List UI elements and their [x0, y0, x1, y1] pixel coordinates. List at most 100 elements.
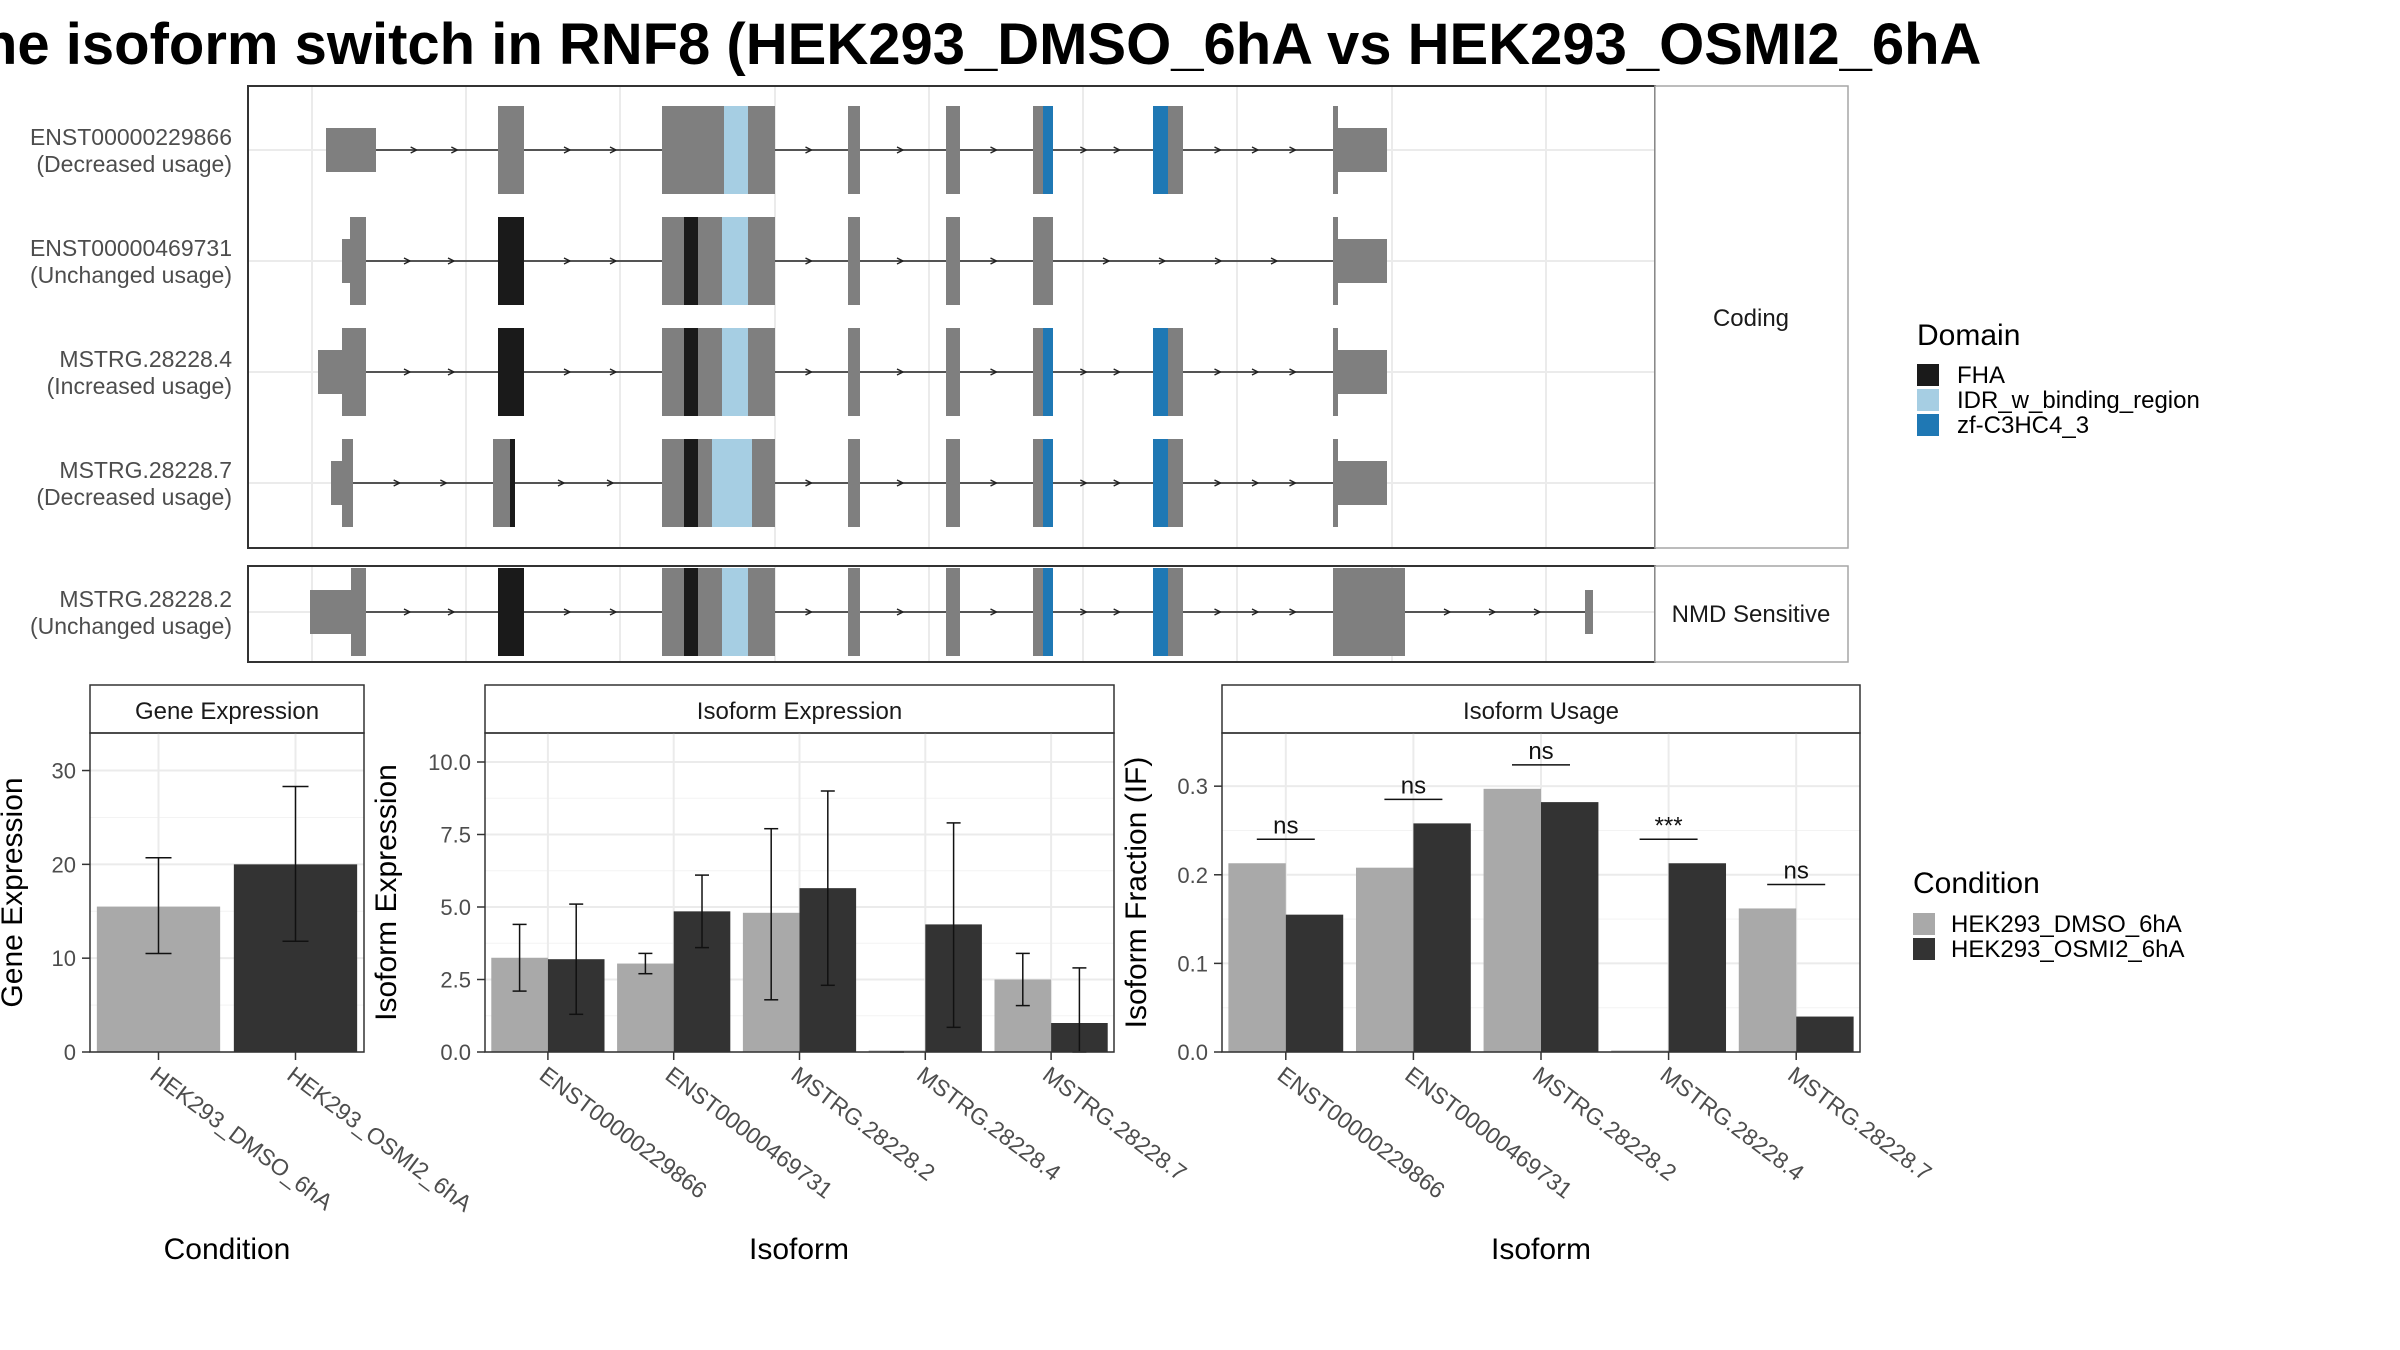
- domain-fha: [498, 568, 524, 656]
- exon: [1338, 128, 1387, 172]
- condition-legend-key: [1913, 913, 1935, 935]
- exon: [662, 439, 680, 527]
- intron-arrow-icon: [451, 146, 459, 154]
- domain-fha: [684, 217, 698, 305]
- intron-arrow-icon: [1214, 368, 1223, 376]
- isoform-row-status: (Unchanged usage): [30, 262, 232, 288]
- intron-arrow-icon: [1251, 479, 1260, 487]
- isoform-row-label: ENST00000469731: [30, 235, 232, 261]
- exon: [498, 106, 524, 194]
- x-axis-title: Condition: [164, 1233, 291, 1266]
- domain-idr-w-binding-region: [722, 328, 748, 416]
- exon: [946, 217, 960, 305]
- intron-arrow-icon: [609, 146, 618, 154]
- exon: [848, 217, 860, 305]
- domain-idr-w-binding-region: [722, 217, 748, 305]
- bar-hek293-osmi2-6ha: [1285, 914, 1344, 1052]
- intron-arrow-icon: [410, 146, 419, 154]
- intron-arrow-icon: [1102, 257, 1111, 265]
- y-tick-label: 0.0: [440, 1040, 471, 1065]
- intron-arrow-icon: [1113, 479, 1122, 487]
- y-tick-label: 10.0: [428, 750, 471, 775]
- domain-legend-label: IDR_w_binding_region: [1957, 387, 2200, 414]
- y-tick-label: 0: [64, 1040, 76, 1065]
- exon: [1338, 461, 1387, 505]
- exon: [1585, 590, 1593, 634]
- domain-zf-c3hc4-3: [1153, 439, 1168, 527]
- intron-arrow-icon: [1251, 368, 1260, 376]
- exon: [1338, 239, 1387, 283]
- intron-arrow-icon: [403, 257, 412, 265]
- exon: [342, 328, 366, 416]
- chart-title: Isoform Usage: [1463, 698, 1619, 725]
- exon: [310, 590, 351, 634]
- y-tick-label: 7.5: [440, 823, 471, 848]
- y-tick-label: 5.0: [440, 895, 471, 920]
- exon: [1333, 106, 1338, 194]
- intron-arrow-icon: [805, 257, 814, 265]
- domain-zf-c3hc4-3: [1153, 328, 1168, 416]
- intron-arrow-icon: [1113, 146, 1122, 154]
- structure-strip: [1654, 565, 1849, 663]
- exon: [1338, 350, 1387, 394]
- exon: [326, 128, 376, 172]
- significance-label: ns: [1784, 857, 1809, 884]
- y-tick-label: 0.3: [1177, 774, 1208, 799]
- y-tick-label: 0.0: [1177, 1040, 1208, 1065]
- intron-arrow-icon: [1080, 146, 1088, 154]
- domain-legend-key: [1917, 414, 1939, 436]
- y-tick-label: 30: [52, 759, 76, 784]
- domain-legend-key: [1917, 389, 1939, 411]
- exon: [946, 439, 960, 527]
- domain-zf-c3hc4-3: [1043, 568, 1053, 656]
- chart-title: Gene Expression: [135, 698, 319, 725]
- isoform-row-label: MSTRG.28228.4: [59, 346, 232, 372]
- intron-arrow-icon: [1214, 608, 1223, 616]
- exon: [1333, 328, 1338, 416]
- significance-label: ns: [1273, 812, 1298, 839]
- domain-fha: [684, 328, 698, 416]
- y-tick-label: 0.2: [1177, 863, 1208, 888]
- intron-arrow-icon: [563, 257, 572, 265]
- domain-fha: [498, 217, 524, 305]
- intron-arrow-icon: [403, 368, 412, 376]
- intron-arrow-icon: [563, 368, 572, 376]
- y-tick-label: 10: [52, 946, 76, 971]
- y-axis-title: Isoform Expression: [370, 764, 403, 1021]
- x-axis-title: Isoform: [749, 1233, 849, 1266]
- intron-arrow-icon: [805, 479, 814, 487]
- intron-arrow-icon: [440, 479, 448, 487]
- exon: [493, 439, 506, 527]
- intron-arrow-icon: [1289, 146, 1298, 154]
- exon: [848, 328, 860, 416]
- bar-hek293-osmi2-6ha: [1541, 802, 1599, 1052]
- intron-arrow-icon: [1251, 608, 1260, 616]
- exon: [1333, 439, 1338, 527]
- significance-label: ns: [1401, 772, 1426, 799]
- chart-title-strip: [1221, 684, 1861, 734]
- exon: [342, 439, 353, 527]
- intron-arrow-icon: [563, 608, 572, 616]
- domain-legend-label: zf-C3HC4_3: [1957, 412, 2089, 439]
- exon: [1333, 568, 1338, 656]
- exon: [1033, 217, 1053, 305]
- condition-legend-key: [1913, 938, 1935, 960]
- intron-arrow-icon: [1214, 257, 1223, 265]
- intron-arrow-icon: [1214, 146, 1223, 154]
- exon: [662, 217, 680, 305]
- domain-fha: [510, 439, 515, 527]
- y-tick-label: 2.5: [440, 968, 471, 993]
- exon: [848, 106, 860, 194]
- intron-arrow-icon: [896, 146, 905, 154]
- isoform-row-status: (Decreased usage): [36, 151, 232, 177]
- domain-zf-c3hc4-3: [1043, 328, 1053, 416]
- intron-arrow-icon: [609, 368, 618, 376]
- intron-arrow-icon: [606, 479, 615, 487]
- intron-arrow-icon: [1289, 608, 1298, 616]
- bar-hek293-osmi2-6ha: [1796, 1016, 1854, 1052]
- isoform-row-label: ENST00000229866: [30, 124, 232, 150]
- exon: [946, 106, 960, 194]
- intron-arrow-icon: [403, 608, 412, 616]
- y-tick-label: 0.1: [1177, 951, 1208, 976]
- exon: [662, 568, 680, 656]
